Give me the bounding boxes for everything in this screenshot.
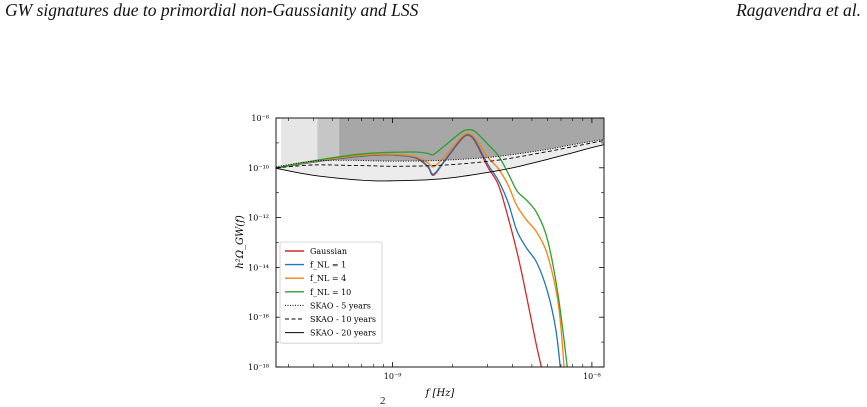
page-number-fragment: 2: [380, 395, 386, 407]
x-tick-label: 10⁻⁹: [384, 372, 402, 381]
sensitivity-band: [276, 139, 604, 181]
legend-label-skao-10-years: SKAO - 10 years: [310, 315, 376, 324]
series-f-nl-4: [276, 132, 565, 367]
y-tick-label: 10⁻¹⁶: [248, 313, 269, 322]
excluded-band-3: [339, 118, 604, 162]
legend-label-gaussian: Gaussian: [310, 247, 347, 256]
legend-box: [279, 241, 383, 344]
legend-label-f-nl-10: f_NL = 10: [310, 288, 351, 297]
page-header: GW signatures due to primordial non-Gaus…: [0, 0, 867, 40]
y-tick-label: 10⁻¹⁰: [248, 164, 269, 173]
y-tick-label: 10⁻⁸: [251, 114, 269, 123]
y-tick-label: 10⁻¹⁸: [248, 363, 269, 372]
curves: [276, 128, 604, 367]
y-axis-label: h²Ω_GW(f): [235, 215, 246, 269]
x-axis-label: f [Hz]: [425, 388, 455, 399]
running-authors: Ragavendra et al.: [736, 0, 861, 20]
series-skao-20-years: [276, 144, 604, 182]
legend-label-skao-20-years: SKAO - 20 years: [310, 329, 376, 338]
series-f-nl-10: [276, 128, 568, 367]
y-tick-label: 10⁻¹²: [248, 214, 269, 223]
legend: Gaussian f_NL = 1 f_NL = 4 f_NL = 10 SKAO - …: [279, 241, 383, 344]
legend-label-skao-5-years: SKAO - 5 years: [310, 301, 371, 310]
series-skao-10-years: [276, 140, 604, 169]
legend-label-f-nl-1: f_NL = 1: [310, 261, 346, 270]
running-title: GW signatures due to primordial non-Gaus…: [5, 0, 419, 20]
series-skao-5-years: [276, 138, 604, 168]
y-tick-label: 10⁻¹⁴: [248, 263, 269, 272]
legend-label-f-nl-4: f_NL = 4: [310, 274, 346, 283]
x-tick-label: 10⁻⁸: [583, 372, 601, 381]
axis-ticks: 10⁻¹⁸ 10⁻¹⁶ 10⁻¹⁴ 10⁻¹² 10⁻¹⁰ 10⁻⁸ 10⁻⁹ 10⁻⁸: [248, 114, 604, 381]
